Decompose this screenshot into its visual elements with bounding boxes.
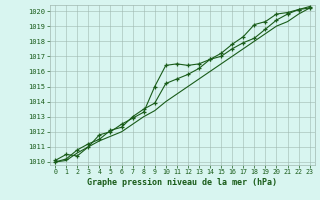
X-axis label: Graphe pression niveau de la mer (hPa): Graphe pression niveau de la mer (hPa) <box>87 178 277 187</box>
